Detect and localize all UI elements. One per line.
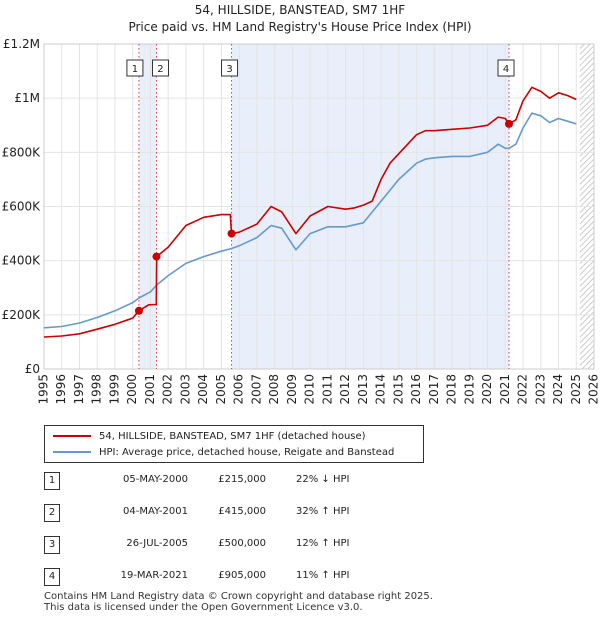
legend-hpi-swatch: [53, 451, 91, 453]
sale-badge-label: 4: [503, 64, 509, 75]
y-tick-label: £600K: [2, 200, 42, 214]
sale-badge-box: [497, 59, 515, 77]
x-tick-label: 2017: [427, 374, 441, 405]
sale-point: [152, 252, 161, 261]
sale-hpi-diff: 12% ↑ HPI: [296, 538, 350, 549]
x-tick-label: 2011: [320, 374, 334, 405]
sale-price: £415,000: [218, 506, 266, 517]
x-tick-label: 2023: [533, 374, 547, 405]
x-tick-label: 1999: [107, 374, 121, 405]
sale-badge-box: [151, 59, 169, 77]
x-tick-label: 1998: [90, 374, 104, 405]
sale-point: [505, 119, 514, 128]
x-tick-label: 2026: [587, 374, 600, 405]
sale-price: £500,000: [218, 538, 266, 549]
chart-title: 54, HILLSIDE, BANSTEAD, SM7 1HF: [194, 3, 406, 17]
sale-hpi-diff: 11% ↑ HPI: [296, 570, 350, 581]
x-tick-label: 2020: [480, 374, 494, 405]
sale-badge-box: [221, 59, 239, 77]
plot-border: [43, 43, 595, 370]
legend-property-swatch: [53, 435, 91, 437]
x-tick-label: 2000: [125, 374, 139, 405]
sale-date: 26-JUL-2005: [126, 538, 188, 549]
table-row: 3 26-JUL-2005 £500,000 12% ↑ HPI: [44, 534, 544, 566]
sale-number-badge: 1: [44, 472, 60, 490]
x-tick-label: 2001: [143, 374, 157, 405]
y-tick-label: £0: [25, 362, 40, 376]
footer-line-copyright: Contains HM Land Registry data © Crown c…: [44, 591, 433, 602]
sale-number-badge: 3: [44, 536, 60, 554]
x-tick-label: 2022: [516, 374, 530, 405]
x-tick-label: 1996: [54, 374, 68, 405]
x-tick-label: 2019: [462, 374, 476, 405]
sale-point: [134, 306, 143, 315]
table-row: 1 05-MAY-2000 £215,000 22% ↓ HPI: [44, 470, 544, 502]
sale-point: [227, 229, 236, 238]
x-tick-label: 2005: [214, 374, 228, 405]
price-chart: £0 £200K £400K £600K £800K £1M £1.2M 1995 1996 19…: [2, 37, 600, 405]
transactions-table: 1 05-MAY-2000 £215,000 22% ↓ HPI 2 04-MA…: [44, 470, 544, 598]
x-tick-label: 2015: [391, 374, 405, 405]
x-tick-label: 2021: [498, 374, 512, 405]
x-tick-label: 2014: [374, 374, 388, 405]
hpi-series-line: [43, 112, 577, 329]
x-tick-label: 2008: [267, 374, 281, 405]
sale-badge-label: 3: [226, 64, 232, 75]
x-tick-label: 2007: [249, 374, 263, 405]
x-tick-label: 1995: [37, 374, 51, 405]
chart-subtitle: Price paid vs. HM Land Registry's House …: [128, 20, 472, 34]
x-tick-label: 2024: [551, 374, 565, 405]
sale-number-badge: 4: [44, 568, 60, 586]
y-tick-label: £400K: [2, 254, 42, 268]
x-tick-label: 2016: [409, 374, 423, 405]
x-tick-label: 2013: [356, 374, 370, 405]
x-tick-label: 2018: [445, 374, 459, 405]
table-row: 2 04-MAY-2001 £415,000 32% ↑ HPI: [44, 502, 544, 534]
legend-property-label: 54, HILLSIDE, BANSTEAD, SM7 1HF (detache…: [99, 430, 366, 442]
x-tick-label: 2025: [569, 374, 583, 405]
sale-hpi-diff: 32% ↑ HPI: [296, 506, 350, 517]
sale-price: £905,000: [218, 570, 266, 581]
y-tick-label: £1M: [14, 91, 40, 105]
x-tick-label: 2012: [338, 374, 352, 405]
footer-line-licence: This data is licensed under the Open Gov…: [44, 602, 363, 613]
x-tick-label: 2010: [303, 374, 317, 405]
legend-item-hpi: HPI: Average price, detached house, Reig…: [53, 445, 394, 459]
sale-price: £215,000: [218, 474, 266, 485]
y-tick-label: £800K: [2, 145, 42, 159]
sale-date: 19-MAR-2021: [120, 570, 188, 581]
legend-item-property: 54, HILLSIDE, BANSTEAD, SM7 1HF (detache…: [53, 429, 366, 443]
sale-badge-label: 1: [132, 64, 138, 75]
x-tick-label: 2004: [196, 374, 210, 405]
sale-date: 05-MAY-2000: [122, 474, 188, 485]
table-row: 4 19-MAR-2021 £905,000 11% ↑ HPI: [44, 566, 544, 598]
sale-badge-label: 2: [157, 64, 163, 75]
sale-date: 04-MAY-2001: [122, 506, 188, 517]
footer-attribution: Contains HM Land Registry data © Crown c…: [44, 591, 433, 613]
y-tick-label: £1.2M: [3, 37, 40, 51]
x-tick-label: 2003: [178, 374, 192, 405]
sale-hpi-diff: 22% ↓ HPI: [296, 474, 350, 485]
x-tick-label: 1997: [72, 374, 86, 405]
sale-badge-box: [126, 59, 144, 77]
sale-number-badge: 2: [44, 504, 60, 522]
legend-hpi-label: HPI: Average price, detached house, Reig…: [99, 446, 395, 458]
y-tick-label: £200K: [2, 308, 42, 322]
x-tick-label: 2002: [161, 374, 175, 405]
x-tick-label: 2009: [285, 374, 299, 405]
x-tick-label: 2006: [232, 374, 246, 405]
legend: 54, HILLSIDE, BANSTEAD, SM7 1HF (detache…: [44, 425, 424, 463]
